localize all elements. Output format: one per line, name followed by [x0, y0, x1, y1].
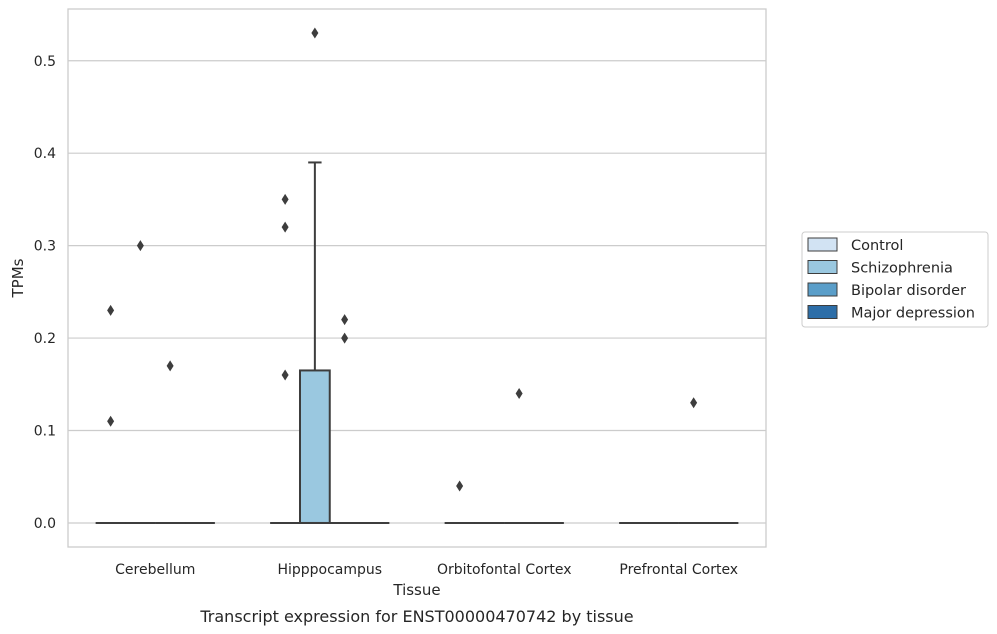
x-axis-label: Tissue [392, 581, 440, 599]
gridlines [68, 60, 766, 524]
box-cerebellum-schizophrenia [125, 240, 156, 524]
legend-swatch [807, 282, 838, 297]
plot-frame [67, 8, 767, 548]
x-tick-label: Cerebellum [115, 562, 195, 578]
box-plot-boxes [95, 27, 739, 524]
outlier-point [311, 27, 319, 39]
box-orbitofontal-cortex-bipolar-disorder [504, 388, 535, 524]
y-tick-label: 0.2 [34, 331, 56, 347]
y-tick-label: 0.0 [34, 516, 56, 532]
y-tick-label: 0.1 [34, 424, 56, 440]
y-tick-label: 0.3 [34, 239, 56, 255]
box-cerebellum-bipolar-disorder [155, 360, 186, 524]
chart-caption: Transcript expression for ENST0000047074… [199, 607, 633, 626]
outlier-point [107, 304, 115, 316]
y-tick-label: 0.4 [34, 146, 56, 162]
legend-label: Control [851, 238, 903, 254]
outlier-point [107, 415, 115, 427]
box-cerebellum-control [95, 304, 126, 524]
outlier-point [281, 193, 289, 205]
legend-frame [801, 231, 989, 328]
outlier-point [341, 332, 349, 344]
legend-label: Schizophrenia [851, 261, 953, 277]
outlier-point [690, 397, 698, 409]
outlier-point [136, 240, 144, 252]
legend-swatch [807, 305, 838, 319]
legend-label: Major depression [851, 306, 975, 322]
legend-swatch [807, 260, 838, 274]
x-tick-label: Orbitofontal Cortex [437, 562, 572, 578]
x-axis-ticks: Cerebellum Hipppocampus Orbitofontal Corte… [115, 562, 738, 578]
box-orbitofontal-cortex-control [444, 480, 475, 524]
box-hipppocampus-bipolar-disorder [329, 314, 360, 524]
y-axis-label: TPMs [9, 258, 27, 298]
legend-swatch [807, 237, 838, 252]
outlier-point [166, 360, 174, 372]
box-hipppocampus-schizophrenia [298, 27, 331, 524]
outlier-point [341, 314, 349, 326]
y-axis-ticks: 0.0 0.1 0.2 0.3 0.4 0.5 [34, 54, 56, 532]
x-tick-label: Hipppocampus [277, 562, 382, 578]
outlier-point [515, 388, 523, 400]
legend: Control Schizophrenia Bipolar disorder Majo… [801, 231, 989, 328]
outlier-point [281, 369, 289, 381]
outlier-point [281, 221, 289, 233]
box-hipppocampus-control [270, 193, 300, 524]
x-tick-label: Prefrontal Cortex [619, 562, 738, 578]
legend-label: Bipolar disorder [851, 283, 966, 299]
y-tick-label: 0.5 [34, 54, 56, 70]
box-body [298, 369, 331, 524]
outlier-point [456, 480, 464, 492]
box-prefrontal-cortex-bipolar-disorder [678, 397, 709, 524]
